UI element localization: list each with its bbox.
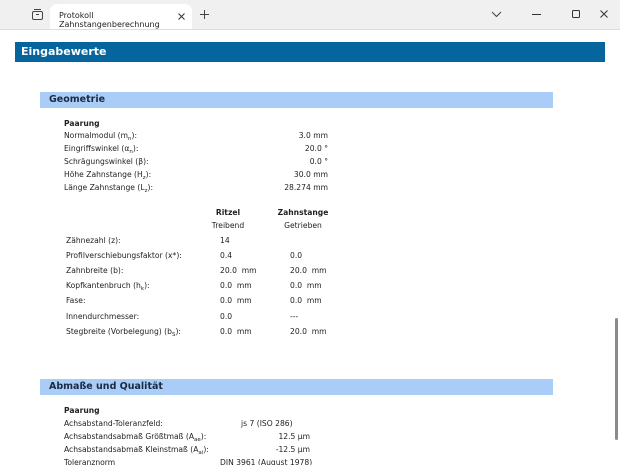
label-text: Achsabstandsabmaß Größtmaß (A [64,432,195,441]
page-header: Eingabewerte [15,42,605,62]
group-title: Paarung [64,406,100,415]
label-text: ): [145,170,152,179]
scrollbar-thumb[interactable] [615,318,618,440]
cell-value: 0.0 mm [290,296,322,306]
section-title: Abmaße und Qualität [49,381,163,392]
cell-value: 0.0 [290,251,303,261]
cell-value: 20.0 mm [290,266,327,276]
close-button[interactable] [599,9,610,20]
maximize-button[interactable] [571,9,582,20]
column-header: Zahnstange [277,208,329,217]
value: 0.0 ° [309,157,328,166]
cell-value: 0.0 mm [220,296,252,306]
column-subheader: Getrieben [284,221,322,230]
column-header: Ritzel [215,208,241,217]
label: Zahnbreite (b): [66,266,124,276]
page-content: Eingabewerte Geometrie Abmaße und Qualit… [0,30,620,465]
label-subscript: n [129,149,133,155]
label: Achsabstandsabmaß Kleinstmaß (Aai): [64,445,209,456]
label-text: Kopfkantenbruch (h [66,281,141,291]
label: Höhe Zahnstange (Hz): [64,170,151,181]
value: 3.0 mm [298,131,328,140]
value: DIN 3961 (August 1978) [220,458,313,465]
value: js 7 (ISO 286) [241,419,293,428]
cell-value: 0.0 mm [290,281,322,291]
cell-value: 20.0 mm [290,326,327,336]
tab-title: Protokoll Zahnstangenberechnung [59,11,160,29]
tab-close[interactable] [177,12,186,21]
value: 20.0 ° [304,144,328,153]
label-text: Stegbreite (Vorbelegung) (b [66,326,172,336]
label: Eingriffswinkel (αn): [64,144,138,155]
cell-value: 0.0 [220,311,233,321]
label-text: Achsabstandsabmaß Kleinstmaß (A [64,445,199,454]
value: 12.5 µm [278,432,310,441]
cell-value: --- [290,311,299,321]
label-subscript: S [171,331,176,338]
label: Fase: [66,296,86,306]
label: Innendurchmesser: [66,311,140,321]
tab-actions-icon[interactable] [31,8,44,21]
value: -12.5 µm [275,445,310,454]
section-title: Geometrie [49,94,106,105]
label: Schrägungswinkel (β): [64,157,149,166]
label-text: Länge Zahnstange (L [64,183,145,192]
cell-value: 14 [220,236,230,245]
section-header: Abmaße und Qualität [40,379,553,395]
label: Achsabstand-Toleranzfeld: [64,419,163,428]
label-subscript: n [128,136,132,142]
tab-bar: Protokoll Zahnstangenberechnung [0,0,620,30]
cell-value: 0.0 mm [220,326,252,336]
value: 28.274 mm [284,183,328,192]
label-subscript: z [144,188,148,194]
label-subscript: ai [198,450,204,456]
label-text: Normalmodul (m [64,131,129,140]
label-subscript: z [142,175,146,181]
label: Länge Zahnstange (Lz): [64,183,153,194]
minimize-button[interactable] [531,9,542,20]
label: Achsabstandsabmaß Größtmaß (Aae): [64,432,206,443]
label-text: ): [144,281,150,291]
label-text: ): [203,445,209,454]
cell-value: 0.0 mm [220,281,252,291]
label-text: ): [132,144,139,153]
new-tab-button[interactable] [199,9,210,20]
cell-value: 20.0 mm [220,266,257,276]
label-text: ): [147,183,154,192]
page-title: Eingabewerte [21,45,107,58]
section-header: Geometrie [40,92,553,108]
label-text: ): [200,432,207,441]
label-text: Eingriffswinkel (α [64,144,130,153]
label-subscript: ae [194,437,201,443]
value: 30.0 mm [293,170,328,179]
label: Stegbreite (Vorbelegung) (bS): [66,327,181,338]
label-subscript: k [140,286,145,293]
label: Toleranznorm [64,458,116,465]
label-text: Höhe Zahnstange (H [64,170,143,179]
tab-list-button[interactable] [491,10,502,18]
cell-value: 0.4 [220,251,233,261]
label: Profilverschiebungsfaktor (x*): [66,251,182,261]
label-text: ): [175,326,181,336]
label: Zähnezahl (z): [66,236,121,245]
label: Kopfkantenbruch (hk): [66,281,150,292]
label-text: ): [131,131,138,140]
column-subheader: Treibend [211,221,245,230]
label: Normalmodul (mn): [64,131,137,142]
tab[interactable]: Protokoll Zahnstangenberechnung [50,4,192,29]
group-title: Paarung [64,119,100,128]
